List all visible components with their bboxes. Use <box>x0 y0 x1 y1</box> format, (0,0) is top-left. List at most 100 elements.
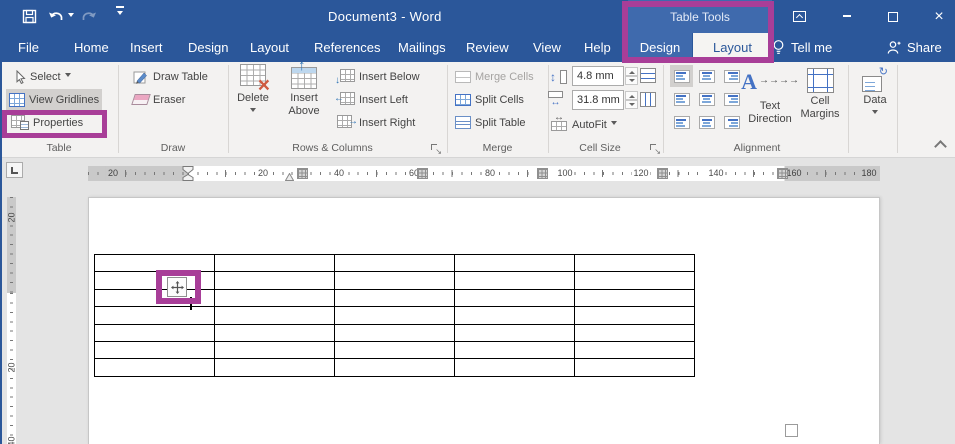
table-cell[interactable] <box>214 288 335 308</box>
table-cell[interactable] <box>214 358 335 377</box>
select-button[interactable]: Select <box>12 66 74 87</box>
document-table[interactable] <box>94 253 695 377</box>
cell-size-dialog-launcher[interactable]: ↘ <box>650 144 661 156</box>
row-height-spinner[interactable] <box>572 66 638 86</box>
table-column-marker[interactable] <box>657 168 668 179</box>
distribute-rows-button[interactable] <box>638 65 658 85</box>
tell-me-button[interactable]: Tell me <box>772 33 832 62</box>
align-center-left-button[interactable] <box>670 88 693 110</box>
table-cell[interactable] <box>454 358 575 377</box>
insert-left-button[interactable]: ← Insert Left <box>334 89 411 110</box>
row-height-input[interactable] <box>572 66 624 86</box>
rows-columns-dialog-launcher[interactable]: ↘ <box>431 144 442 156</box>
tab-layout[interactable]: Layout <box>250 40 290 55</box>
table-cell[interactable] <box>454 253 575 273</box>
view-gridlines-button[interactable]: View Gridlines <box>6 89 103 110</box>
table-cell[interactable] <box>334 323 455 342</box>
table-column-marker[interactable] <box>537 168 548 179</box>
insert-right-button[interactable]: → Insert Right <box>334 112 418 133</box>
minimize-button[interactable] <box>832 0 862 33</box>
tab-home[interactable]: Home <box>74 40 109 55</box>
indent-markers[interactable] <box>182 166 195 181</box>
tab-table-tools-design[interactable]: Design <box>628 33 692 62</box>
table-cell[interactable] <box>94 340 215 360</box>
maximize-button[interactable] <box>878 0 908 33</box>
table-cell[interactable] <box>334 306 455 325</box>
align-bottom-right-button[interactable] <box>720 111 743 133</box>
row-height-down[interactable] <box>625 76 638 85</box>
table-cell[interactable] <box>574 288 695 308</box>
table-cell[interactable] <box>454 271 575 290</box>
align-top-center-button[interactable] <box>695 65 718 87</box>
align-center-button[interactable] <box>695 88 718 110</box>
tab-marker[interactable] <box>285 173 294 181</box>
table-cell[interactable] <box>214 323 335 342</box>
tab-help[interactable]: Help <box>584 40 611 55</box>
table-column-marker[interactable] <box>297 168 308 179</box>
tab-mailings[interactable]: Mailings <box>398 40 446 55</box>
ribbon-display-options-button[interactable] <box>784 0 814 33</box>
properties-button[interactable]: Properties <box>8 112 86 133</box>
table-move-handle[interactable] <box>167 277 187 297</box>
table-cell[interactable] <box>94 306 215 325</box>
table-cell[interactable] <box>574 271 695 290</box>
undo-button[interactable] <box>48 6 74 26</box>
column-width-down[interactable] <box>625 100 638 109</box>
table-cell[interactable] <box>214 306 335 325</box>
data-button[interactable]: ↻ Data <box>854 64 896 140</box>
close-button[interactable]: × <box>924 0 954 33</box>
table-resize-handle[interactable] <box>785 424 798 437</box>
table-cell[interactable] <box>94 323 215 342</box>
align-bottom-left-button[interactable] <box>670 111 693 133</box>
customize-qat-button[interactable] <box>116 6 124 26</box>
save-button[interactable] <box>22 6 37 26</box>
horizontal-ruler[interactable]: 20 20 40 60 80 100 120 140 160 180 <box>88 166 880 181</box>
tab-file[interactable]: File <box>18 40 39 55</box>
table-cell[interactable] <box>94 288 215 308</box>
tab-insert[interactable]: Insert <box>130 40 163 55</box>
split-table-button[interactable]: Split Table <box>452 112 529 133</box>
insert-above-button[interactable]: ↑ Insert Above <box>280 58 328 140</box>
table-cell[interactable] <box>574 340 695 360</box>
table-cell[interactable] <box>334 358 455 377</box>
eraser-button[interactable]: Eraser <box>130 89 188 110</box>
align-center-right-button[interactable] <box>720 88 743 110</box>
tab-design[interactable]: Design <box>188 40 229 55</box>
table-cell[interactable] <box>334 271 455 290</box>
table-cell[interactable] <box>334 340 455 360</box>
table-cell[interactable] <box>574 323 695 342</box>
text-direction-button[interactable]: A →→→→ Text Direction <box>741 64 799 140</box>
table-cell[interactable] <box>574 358 695 377</box>
tab-references[interactable]: References <box>314 40 381 55</box>
align-bottom-center-button[interactable] <box>695 111 718 133</box>
table-cell[interactable] <box>574 306 695 325</box>
table-column-marker[interactable] <box>417 168 428 179</box>
table-cell[interactable] <box>454 288 575 308</box>
delete-button[interactable]: × Delete <box>232 64 274 140</box>
draw-table-button[interactable]: Draw Table <box>130 66 211 87</box>
table-cell[interactable] <box>574 253 695 273</box>
column-width-spinner[interactable] <box>572 90 638 110</box>
table-cell[interactable] <box>454 323 575 342</box>
table-cell[interactable] <box>334 288 455 308</box>
autofit-button[interactable]: ↔ AutoFit <box>548 112 620 135</box>
split-cells-button[interactable]: Split Cells <box>452 89 527 110</box>
tab-stop-selector[interactable] <box>6 162 23 178</box>
table-cell[interactable] <box>214 253 335 273</box>
collapse-ribbon-button[interactable] <box>934 140 947 153</box>
cell-margins-button[interactable]: Cell Margins <box>794 64 846 140</box>
row-height-up[interactable] <box>625 67 638 76</box>
table-cell[interactable] <box>334 253 455 273</box>
tab-review[interactable]: Review <box>466 40 509 55</box>
column-width-up[interactable] <box>625 91 638 100</box>
column-width-input[interactable] <box>572 90 624 110</box>
table-cell[interactable] <box>214 271 335 290</box>
tab-table-tools-layout[interactable]: Layout <box>693 33 772 62</box>
tab-view[interactable]: View <box>533 40 561 55</box>
table-cell[interactable] <box>454 306 575 325</box>
align-top-left-button[interactable] <box>670 65 693 87</box>
distribute-columns-button[interactable] <box>638 89 658 109</box>
table-cell[interactable] <box>454 340 575 360</box>
table-cell[interactable] <box>94 271 215 290</box>
share-button[interactable]: Share <box>886 33 942 62</box>
